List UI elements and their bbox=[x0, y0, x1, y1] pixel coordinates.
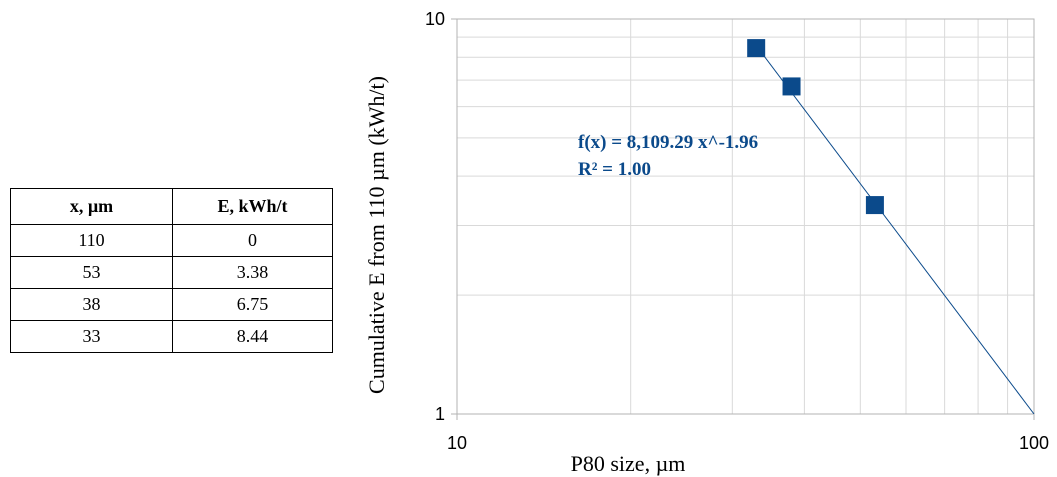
y-axis-title: Cumulative E from 110 µm (kWh/t) bbox=[364, 76, 389, 394]
data-table: x, µm E, kWh/t 110 0 53 3.38 38 6.75 33 … bbox=[10, 188, 333, 353]
table-row: 53 3.38 bbox=[10, 256, 333, 289]
x-tick-label: 100 bbox=[1019, 433, 1049, 453]
data-point bbox=[865, 196, 884, 215]
table-row: 33 8.44 bbox=[10, 320, 333, 353]
table-cell: 33 bbox=[10, 320, 173, 353]
trendline bbox=[755, 45, 1035, 415]
table-cell: 8.44 bbox=[172, 320, 333, 353]
table-cell: 38 bbox=[10, 288, 173, 321]
r-squared-label: R² = 1.00 bbox=[578, 159, 651, 180]
x-tick-labels: 10 100 bbox=[447, 414, 1049, 453]
header-e: E, kWh/t bbox=[172, 188, 333, 225]
data-point bbox=[747, 39, 766, 58]
table-cell: 53 bbox=[10, 256, 173, 289]
table-cell: 6.75 bbox=[172, 288, 333, 321]
y-tick-label: 1 bbox=[435, 404, 445, 424]
table-header-row: x, µm E, kWh/t bbox=[10, 188, 333, 225]
data-points bbox=[747, 39, 884, 215]
table-row: 38 6.75 bbox=[10, 288, 333, 321]
x-axis-title: P80 size, µm bbox=[571, 451, 686, 476]
y-tick-label: 10 bbox=[425, 9, 445, 29]
y-tick-labels: 1 10 bbox=[425, 9, 457, 424]
header-x: x, µm bbox=[10, 188, 173, 225]
plot-area bbox=[456, 18, 1035, 415]
x-tick-label: 10 bbox=[447, 433, 467, 453]
equation-label: f(x) = 8,109.29 x^-1.96 bbox=[578, 132, 758, 153]
grid bbox=[457, 19, 1034, 414]
table-cell: 3.38 bbox=[172, 256, 333, 289]
table-cell: 0 bbox=[172, 224, 333, 257]
data-point bbox=[782, 77, 801, 96]
